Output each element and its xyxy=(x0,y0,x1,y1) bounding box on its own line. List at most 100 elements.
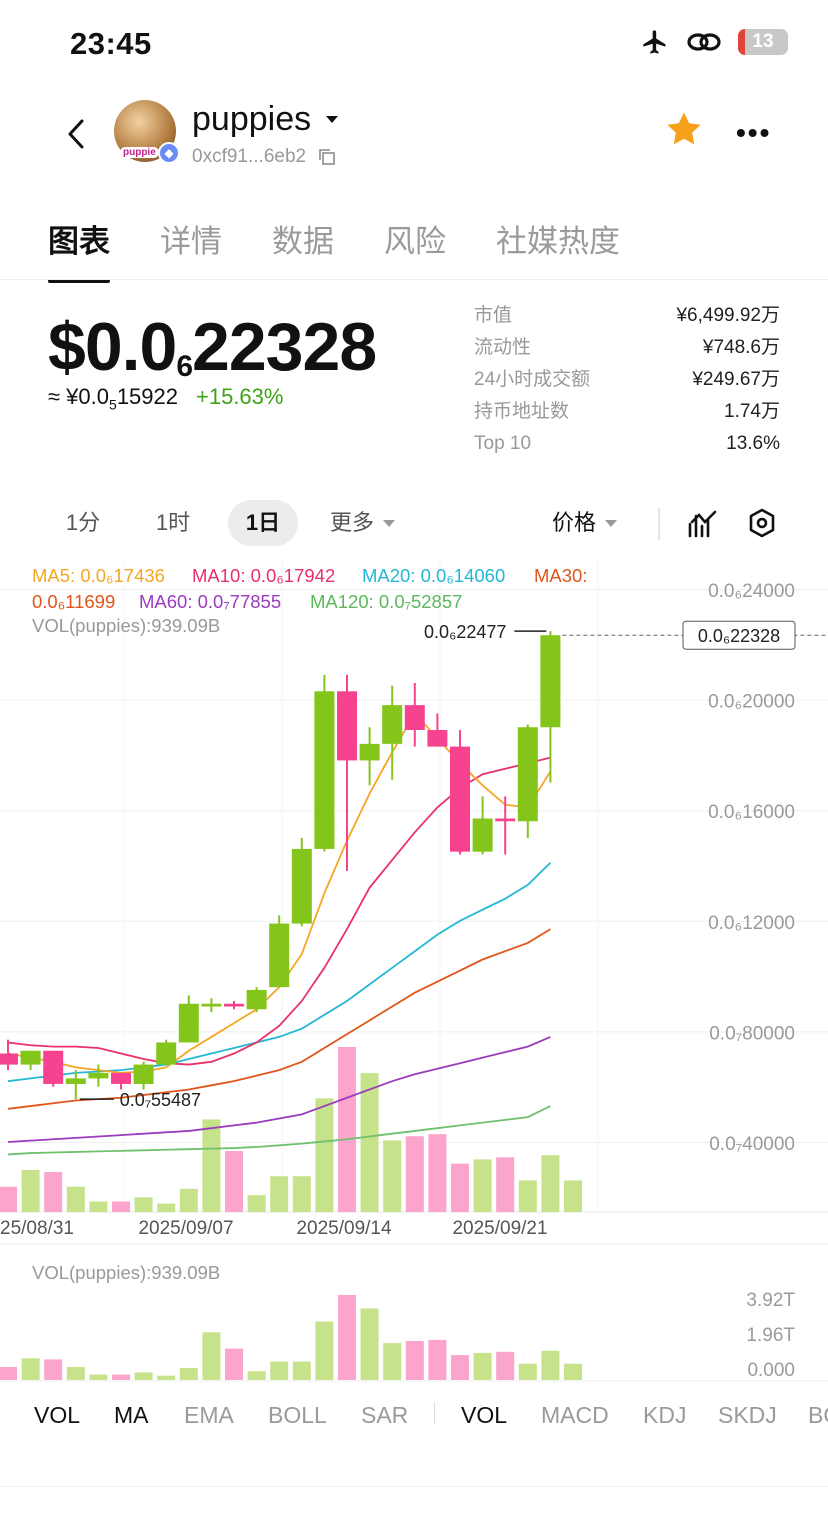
y-axis-label: 0.0₆20000 xyxy=(708,692,795,713)
price-mode-select[interactable]: 价格 xyxy=(552,500,632,546)
ind-tab-boll[interactable]: BOLL xyxy=(268,1402,327,1428)
volume-bar-overlay xyxy=(157,1203,176,1212)
ma120-legend: MA120: 0.0₇52857 xyxy=(310,591,462,612)
volume-bar-overlay xyxy=(270,1176,289,1212)
volume-bar xyxy=(112,1374,130,1380)
volume-bar-overlay xyxy=(338,1047,356,1212)
candle-body xyxy=(178,1003,199,1043)
ind-tab-vol-sub[interactable]: VOL xyxy=(461,1402,508,1428)
ind-tab-more[interactable]: BO xyxy=(808,1402,828,1428)
ind-tab-macd[interactable]: MACD xyxy=(541,1402,609,1428)
volume-bar-overlay xyxy=(360,1073,379,1212)
volume-bar xyxy=(89,1374,108,1380)
interval-1h[interactable]: 1时 xyxy=(155,510,191,535)
volume-bar-overlay xyxy=(315,1098,334,1212)
token-selector[interactable]: puppies xyxy=(192,100,339,139)
stat-row: 流动性 ¥748.6万 xyxy=(474,337,780,358)
ind-tab-kdj[interactable]: KDJ xyxy=(643,1402,687,1428)
interval-1d[interactable]: 1日 xyxy=(228,500,298,546)
volume-bar xyxy=(518,1363,537,1380)
settings-hexagon-icon[interactable] xyxy=(748,508,776,538)
ma5-legend: MA5: 0.0₆17436 xyxy=(32,565,165,586)
y-axis-label: 0.0₆12000 xyxy=(708,913,795,934)
volume-bar-overlay xyxy=(496,1157,515,1212)
candle-body xyxy=(472,818,493,852)
volume-bar xyxy=(134,1372,153,1380)
tab-data[interactable]: 数据 xyxy=(272,224,334,259)
tab-chart[interactable]: 图表 xyxy=(48,216,110,283)
logo-tag: puppie xyxy=(120,147,159,158)
volume-bar xyxy=(541,1350,560,1380)
more-options-icon[interactable]: ••• xyxy=(736,117,772,148)
token-name: puppies xyxy=(192,100,312,138)
candle-body xyxy=(224,1003,244,1007)
x-axis-label: 2025/09/21 xyxy=(452,1218,547,1239)
token-address: 0xcf91...6eb2 xyxy=(192,146,307,167)
ind-tab-vol[interactable]: VOL xyxy=(34,1402,81,1428)
candle-body xyxy=(404,705,425,731)
candle-body xyxy=(517,727,538,822)
ma60-line xyxy=(7,1036,551,1143)
y-axis-label: 0.0₇80000 xyxy=(709,1023,795,1044)
interval-1m[interactable]: 1分 xyxy=(65,510,101,535)
volume-bar xyxy=(315,1321,334,1380)
stat-row: 24小时成交额 ¥249.67万 xyxy=(474,369,780,390)
back-button[interactable] xyxy=(58,112,94,156)
candle-body xyxy=(156,1042,177,1065)
volume-bar-overlay xyxy=(21,1169,40,1212)
volume-bar-overlay xyxy=(405,1136,424,1212)
volume-bar-overlay xyxy=(89,1201,108,1212)
volume-axis-label: 1.96T xyxy=(746,1325,795,1346)
volume-bar xyxy=(157,1375,176,1380)
main-tabs: 图表 详情 数据 风险 社媒热度 xyxy=(48,216,620,283)
volume-bar xyxy=(179,1368,198,1380)
volume-bar xyxy=(44,1359,63,1380)
candle-body xyxy=(43,1050,64,1084)
candle-body xyxy=(111,1072,131,1084)
ind-tab-skdj[interactable]: SKDJ xyxy=(718,1402,777,1428)
volume-bar-overlay xyxy=(202,1119,221,1212)
ind-tab-sar[interactable]: SAR xyxy=(361,1402,409,1428)
airplane-icon xyxy=(643,30,666,54)
caret-down-icon xyxy=(326,115,339,123)
volume-bar xyxy=(66,1366,85,1380)
volume-bar-overlay xyxy=(564,1180,582,1212)
volume-bar-overlay xyxy=(66,1186,85,1212)
candle-body xyxy=(65,1078,86,1084)
volume-bar-overlay xyxy=(134,1197,153,1212)
volume-axis-label: 3.92T xyxy=(746,1290,795,1311)
interval-more[interactable]: 更多 xyxy=(330,500,410,546)
ma20-legend: MA20: 0.0₆14060 xyxy=(362,565,505,586)
ma30-legend-value: 0.0₆11699 xyxy=(32,591,115,612)
vol-legend-sub: VOL(puppies):939.09B xyxy=(32,1262,220,1283)
ind-tab-divider xyxy=(434,1402,435,1424)
vol-legend-main: VOL(puppies):939.09B xyxy=(32,615,220,636)
tab-social[interactable]: 社媒热度 xyxy=(496,224,620,259)
volume-bar-overlay xyxy=(292,1176,311,1212)
volume-bar xyxy=(496,1351,515,1380)
volume-bar xyxy=(383,1343,402,1380)
candle-body xyxy=(201,1003,222,1007)
volume-axis-label: 0.000 xyxy=(747,1360,795,1381)
tab-details[interactable]: 详情 xyxy=(160,224,222,259)
candle-body xyxy=(133,1064,154,1084)
tabs-divider xyxy=(0,279,828,280)
token-stats: 市值 ¥6,499.92万 流动性 ¥748.6万 24小时成交额 ¥249.67万 … xyxy=(474,302,780,462)
volume-bar xyxy=(21,1358,40,1380)
volume-bar-overlay xyxy=(383,1140,402,1212)
copy-icon[interactable] xyxy=(318,148,336,166)
ind-tab-ema[interactable]: EMA xyxy=(184,1402,234,1428)
x-axis-label: 25/08/31 xyxy=(0,1218,74,1239)
stat-row: Top 10 13.6% xyxy=(474,433,780,454)
favorite-star-icon[interactable] xyxy=(664,110,704,153)
link-icon xyxy=(687,33,721,51)
y-axis-label: 0.0₆16000 xyxy=(708,802,795,823)
price-cny: ≈ ¥0.0515922 xyxy=(48,384,178,413)
ind-tab-ma[interactable]: MA xyxy=(114,1402,149,1428)
price-chart[interactable]: 0.0₆24000 0.0₆20000 0.0₆16000 0.0₆12000 0.0₇… xyxy=(0,558,828,1383)
tab-risk[interactable]: 风险 xyxy=(384,224,446,259)
volume-bar-overlay xyxy=(473,1159,492,1212)
indicator-chart-icon[interactable] xyxy=(688,510,718,538)
current-price-tag xyxy=(682,620,796,650)
x-axis-label: 2025/09/07 xyxy=(138,1218,233,1239)
